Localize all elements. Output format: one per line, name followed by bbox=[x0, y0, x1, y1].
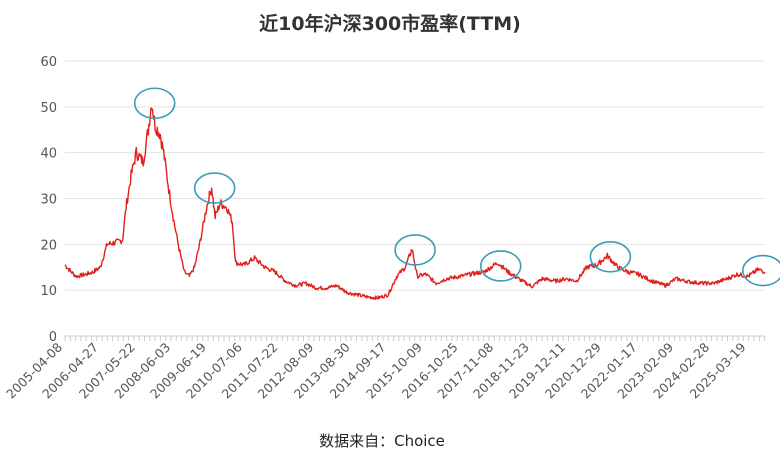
peak-circle-annotation bbox=[133, 87, 176, 120]
peak-circle-annotation bbox=[394, 234, 436, 266]
y-tick-label: 0 bbox=[49, 330, 57, 345]
peak-annotations bbox=[133, 87, 780, 287]
y-axis-ticks: 0 10 20 30 40 50 60 bbox=[40, 55, 57, 345]
peak-circle-annotation bbox=[742, 254, 780, 287]
series-group bbox=[64, 107, 766, 301]
peak-circle-annotation bbox=[193, 172, 236, 204]
y-tick-label: 40 bbox=[40, 147, 57, 162]
y-tick-label: 10 bbox=[40, 284, 57, 299]
x-axis bbox=[64, 336, 766, 341]
pe-ratio-series-line bbox=[64, 107, 766, 301]
peak-circle-annotation bbox=[589, 240, 632, 273]
y-tick-label: 50 bbox=[40, 101, 57, 116]
y-tick-label: 30 bbox=[40, 193, 57, 208]
y-tick-label: 60 bbox=[40, 55, 57, 70]
peak-circle-annotation bbox=[479, 250, 522, 282]
chart-title: 近10年沪深300市盈率(TTM) bbox=[259, 12, 521, 35]
x-axis-tick-labels: 2005-04-082006-04-272007-05-222008-06-03… bbox=[3, 339, 748, 401]
y-tick-label: 20 bbox=[40, 238, 57, 253]
data-source: 数据来自：Choice bbox=[319, 432, 445, 450]
gridlines bbox=[65, 60, 765, 337]
